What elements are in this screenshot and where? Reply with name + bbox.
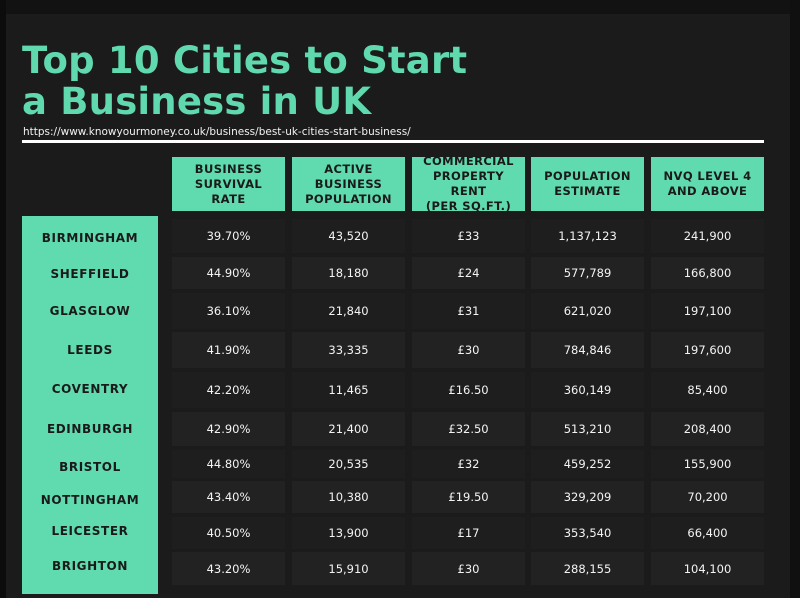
- table-cell-nvq: 66,400: [651, 517, 764, 549]
- table-cell-nvq: 166,800: [651, 257, 764, 289]
- city-label: COVENTRY: [51, 382, 129, 396]
- table-cell-rent: £19.50: [412, 481, 525, 513]
- column-header-label: POPULATION ESTIMATE: [544, 169, 631, 199]
- column-header-line: RATE: [211, 191, 246, 206]
- table-cell-rent: £30: [412, 552, 525, 585]
- table-cell-population: 459,252: [531, 450, 644, 478]
- table-cell-rent: £24: [412, 257, 525, 289]
- city-label: BRISTOL: [59, 460, 121, 474]
- table-cell-survival: 42.90%: [172, 412, 285, 446]
- table-cell-rent: £32.50: [412, 412, 525, 446]
- table-cell-population: 784,846: [531, 332, 644, 368]
- column-header-line: POPULATION: [544, 169, 631, 183]
- city-label: NOTTINGHAM: [40, 493, 140, 507]
- table-cell-survival: 42.20%: [172, 372, 285, 408]
- table-cell-active: 21,840: [292, 293, 405, 329]
- column-header-line: ACTIVE BUSINESS: [314, 161, 383, 191]
- table-cell-active: 18,180: [292, 257, 405, 289]
- title-line-1: Top 10 Cities to Start: [22, 39, 468, 82]
- table-cell-rent: £17: [412, 517, 525, 549]
- city-label: GLASGLOW: [49, 304, 131, 318]
- column-header-nvq: NVQ LEVEL 4 AND ABOVE: [651, 157, 764, 211]
- table-cell-active: 33,335: [292, 332, 405, 368]
- table-cell-population: 577,789: [531, 257, 644, 289]
- table-cell-survival: 39.70%: [172, 219, 285, 253]
- city-label: BIRMINGHAM: [41, 231, 139, 245]
- column-header-line: PROPERTY RENT: [432, 169, 505, 198]
- table-cell-population: 1,137,123: [531, 219, 644, 253]
- column-header-line: SURVIVAL: [194, 176, 263, 191]
- column-header-line: (PER SQ.FT.): [425, 199, 512, 213]
- table-cell-active: 43,520: [292, 219, 405, 253]
- table-cell-rent: £30: [412, 332, 525, 368]
- source-url: https://www.knowyourmoney.co.uk/business…: [23, 126, 411, 138]
- column-header-line: NVQ LEVEL 4: [663, 169, 752, 183]
- table-cell-nvq: 104,100: [651, 552, 764, 585]
- title-line-2: a Business in UK: [22, 80, 372, 123]
- table-cell-population: 621,020: [531, 293, 644, 329]
- table-cell-nvq: 241,900: [651, 219, 764, 253]
- table-cell-population: 288,155: [531, 552, 644, 585]
- table-cell-active: 15,910: [292, 552, 405, 585]
- table-cell-nvq: 197,100: [651, 293, 764, 329]
- column-header-line: COMMERCIAL: [423, 154, 514, 168]
- city-label: BRIGHTON: [52, 559, 128, 573]
- table-cell-survival: 40.50%: [172, 517, 285, 549]
- table-cell-rent: £31: [412, 293, 525, 329]
- title-divider: [22, 140, 764, 143]
- column-header-line: AND ABOVE: [667, 184, 748, 198]
- column-header-label: NVQ LEVEL 4 AND ABOVE: [664, 169, 752, 199]
- page-title: Top 10 Cities to Start a Business in UK: [22, 40, 542, 122]
- table-cell-survival: 36.10%: [172, 293, 285, 329]
- table-cell-active: 10,380: [292, 481, 405, 513]
- table-cell-population: 360,149: [531, 372, 644, 408]
- city-column-panel: [22, 216, 158, 594]
- table-cell-survival: 44.80%: [172, 450, 285, 478]
- table-cell-rent: £33: [412, 219, 525, 253]
- table-cell-rent: £32: [412, 450, 525, 478]
- table-cell-nvq: 208,400: [651, 412, 764, 446]
- city-label: SHEFFIELD: [50, 267, 130, 281]
- column-header-line: ESTIMATE: [554, 184, 621, 198]
- column-header-rent: COMMERCIAL PROPERTY RENT (PER SQ.FT.): [412, 154, 525, 214]
- table-cell-nvq: 155,900: [651, 450, 764, 478]
- column-header-survival: BUSINESS SURVIVAL RATE: [172, 157, 285, 211]
- table-cell-active: 11,465: [292, 372, 405, 408]
- column-header-active: ACTIVE BUSINESS POPULATION: [292, 157, 405, 211]
- column-header-label: BUSINESS SURVIVAL RATE: [195, 162, 262, 207]
- column-header-line: BUSINESS: [194, 161, 263, 176]
- column-header-label: ACTIVE BUSINESS POPULATION: [296, 162, 401, 207]
- column-header-label: COMMERCIAL PROPERTY RENT (PER SQ.FT.): [416, 154, 521, 214]
- column-header-line: POPULATION: [305, 191, 392, 206]
- table-cell-active: 21,400: [292, 412, 405, 446]
- table-cell-survival: 43.40%: [172, 481, 285, 513]
- table-cell-nvq: 70,200: [651, 481, 764, 513]
- table-cell-population: 329,209: [531, 481, 644, 513]
- table-cell-rent: £16.50: [412, 372, 525, 408]
- table-cell-survival: 44.90%: [172, 257, 285, 289]
- city-label: LEICESTER: [51, 524, 129, 538]
- table-cell-nvq: 85,400: [651, 372, 764, 408]
- top-border: [0, 0, 800, 14]
- city-label: EDINBURGH: [46, 422, 134, 436]
- table-cell-survival: 41.90%: [172, 332, 285, 368]
- column-header-population: POPULATION ESTIMATE: [531, 157, 644, 211]
- table-cell-survival: 43.20%: [172, 552, 285, 585]
- right-border: [790, 0, 800, 598]
- table-cell-active: 13,900: [292, 517, 405, 549]
- table-cell-population: 513,210: [531, 412, 644, 446]
- city-label: LEEDS: [67, 343, 113, 357]
- left-border: [0, 0, 6, 598]
- table-cell-nvq: 197,600: [651, 332, 764, 368]
- table-cell-population: 353,540: [531, 517, 644, 549]
- table-cell-active: 20,535: [292, 450, 405, 478]
